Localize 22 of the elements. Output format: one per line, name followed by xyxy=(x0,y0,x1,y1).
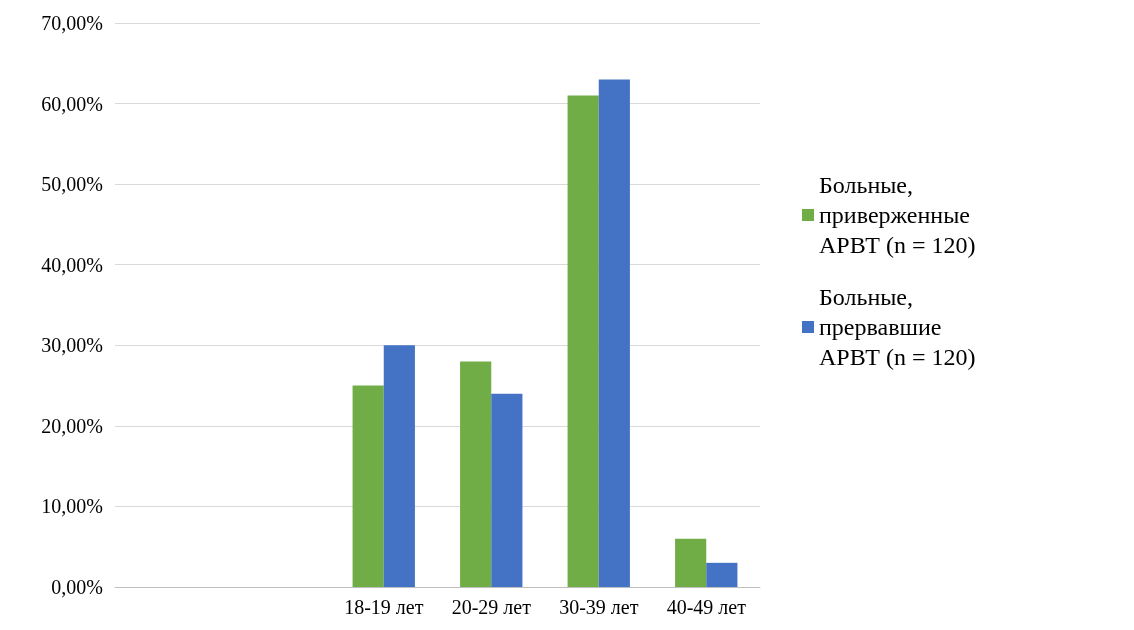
bar xyxy=(383,345,415,587)
y-tick-label: 10,00% xyxy=(41,495,103,518)
y-tick-label: 30,00% xyxy=(41,334,103,357)
x-tick-label: 20-29 лет xyxy=(451,596,532,618)
x-tick-label: 40-49 лет xyxy=(666,596,747,618)
bar xyxy=(491,393,523,587)
bar xyxy=(567,95,599,587)
legend-label: Больные, приверженные АРВТ (n = 120) xyxy=(819,172,976,258)
bar xyxy=(675,538,707,587)
y-tick-label: 60,00% xyxy=(41,92,103,115)
x-tick-label: 18-19 лет xyxy=(344,596,424,618)
bar xyxy=(598,79,630,587)
bar xyxy=(460,361,492,587)
bar xyxy=(706,562,738,587)
y-tick-label: 0,00% xyxy=(51,576,103,598)
y-tick-label: 50,00% xyxy=(41,173,103,196)
legend-label: Больные, прервавшие АРВТ (n = 120) xyxy=(819,284,976,370)
y-tick-label: 20,00% xyxy=(41,414,103,437)
x-tick-label: 30-39 лет xyxy=(559,596,639,618)
bar xyxy=(352,385,384,587)
y-tick-label: 70,00% xyxy=(41,12,103,34)
y-tick-label: 40,00% xyxy=(41,253,103,276)
